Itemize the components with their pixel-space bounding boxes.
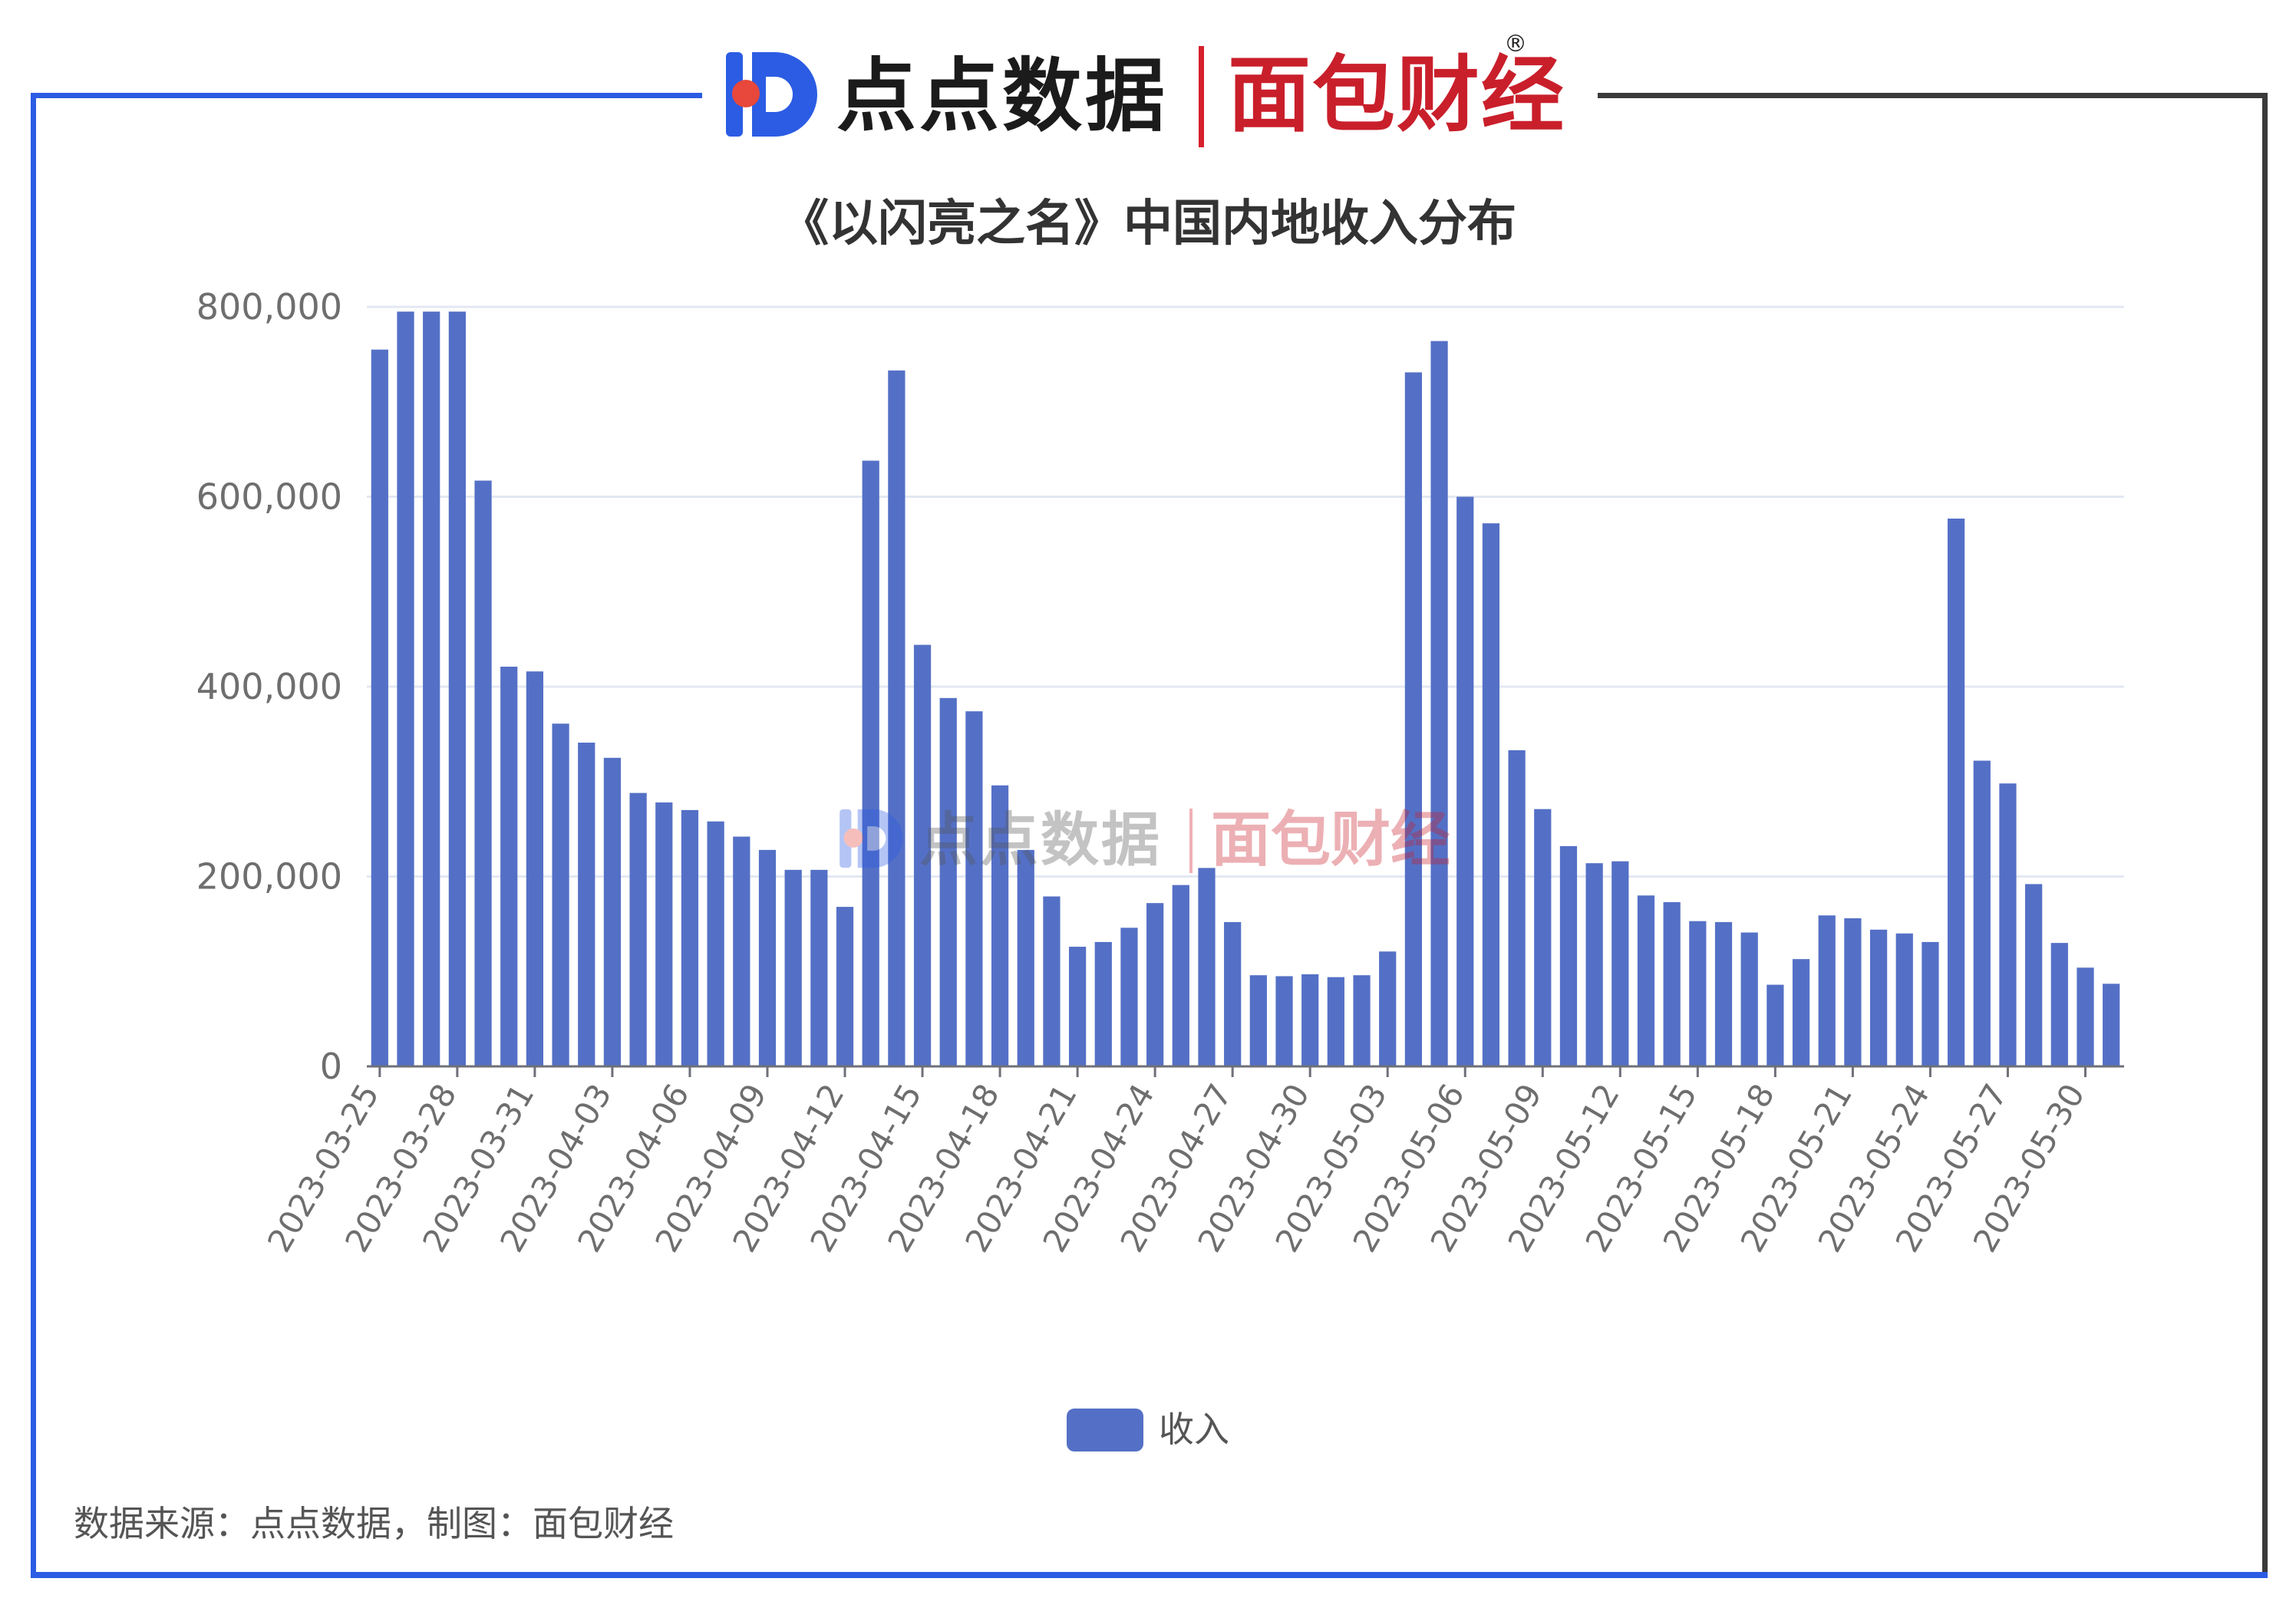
- bar[interactable]: [1792, 959, 1810, 1066]
- mianbao-logo-text: 面包财经: [1228, 48, 1566, 143]
- bar[interactable]: [526, 671, 544, 1066]
- source-note: 数据来源：点点数据，制图：面包财经: [74, 1503, 674, 1544]
- diandian-logo-text: 点点数据: [836, 49, 1169, 143]
- diandian-logo-icon: [726, 52, 817, 137]
- bar[interactable]: [1430, 341, 1448, 1066]
- bar[interactable]: [552, 723, 569, 1066]
- bar[interactable]: [448, 311, 466, 1066]
- bar[interactable]: [1456, 496, 1474, 1067]
- bar[interactable]: [758, 849, 777, 1066]
- bar[interactable]: [913, 644, 932, 1066]
- bar[interactable]: [1379, 951, 1397, 1066]
- bar[interactable]: [810, 869, 828, 1066]
- frame-left-line: [31, 93, 36, 1577]
- bar[interactable]: [1973, 760, 1991, 1066]
- header-logos: 点点数据 面包财经 ®: [721, 31, 1581, 153]
- bar[interactable]: [397, 311, 414, 1066]
- bar[interactable]: [1301, 974, 1319, 1066]
- header-divider: [1199, 46, 1204, 147]
- bars: [371, 311, 2120, 1067]
- y-axis-ticks: 0 200,000 400,000 600,000 800,000: [196, 286, 342, 1087]
- bar[interactable]: [1999, 783, 2017, 1066]
- bar[interactable]: [1844, 918, 1862, 1066]
- bar[interactable]: [474, 480, 492, 1066]
- bar[interactable]: [1120, 928, 1138, 1066]
- legend-swatch[interactable]: [1067, 1409, 1143, 1451]
- bar[interactable]: [603, 757, 622, 1066]
- bar[interactable]: [681, 809, 699, 1066]
- bar[interactable]: [1714, 921, 1733, 1066]
- watermark-logo-icon: [840, 809, 903, 868]
- bar[interactable]: [862, 460, 879, 1066]
- bar[interactable]: [991, 785, 1009, 1066]
- bar[interactable]: [1327, 977, 1344, 1066]
- bar[interactable]: [2025, 884, 2043, 1066]
- bar[interactable]: [1534, 809, 1552, 1066]
- bar[interactable]: [1740, 932, 1758, 1066]
- watermark-left-text: 点点数据: [919, 806, 1162, 874]
- grid-lines: [367, 305, 2124, 878]
- y-tick-label: 0: [320, 1046, 342, 1087]
- bar[interactable]: [1922, 941, 1939, 1066]
- y-tick-label: 600,000: [196, 476, 342, 518]
- bar[interactable]: [1353, 975, 1371, 1066]
- bar[interactable]: [1895, 933, 1913, 1066]
- frame-right-line: [2262, 93, 2268, 1578]
- bar[interactable]: [2050, 943, 2068, 1066]
- bar[interactable]: [1818, 915, 1836, 1066]
- bar[interactable]: [1585, 863, 1603, 1066]
- bar[interactable]: [888, 370, 906, 1067]
- bar[interactable]: [423, 311, 440, 1066]
- bar[interactable]: [836, 907, 854, 1066]
- bar[interactable]: [1637, 895, 1655, 1066]
- y-tick-label: 200,000: [196, 856, 342, 898]
- bar[interactable]: [939, 697, 957, 1066]
- frame-top-right-line: [1598, 93, 2268, 98]
- bar[interactable]: [1224, 921, 1242, 1066]
- legend-label[interactable]: 收入: [1159, 1409, 1229, 1450]
- bar[interactable]: [1404, 372, 1423, 1066]
- y-tick-label: 400,000: [196, 666, 342, 707]
- bar[interactable]: [707, 821, 724, 1066]
- bar[interactable]: [1947, 518, 1965, 1066]
- bar[interactable]: [1869, 929, 1888, 1066]
- bar[interactable]: [1068, 947, 1087, 1066]
- bar[interactable]: [1482, 523, 1500, 1066]
- registered-mark: ®: [1504, 31, 1527, 58]
- watermark-divider: [1189, 809, 1193, 873]
- x-axis-ticks: 2023-03-252023-03-282023-03-312023-04-03…: [260, 1066, 2092, 1258]
- bar[interactable]: [1198, 868, 1216, 1066]
- frame-top-left-line: [31, 93, 702, 98]
- bar[interactable]: [733, 836, 750, 1066]
- bar[interactable]: [1275, 976, 1293, 1066]
- bar[interactable]: [578, 743, 595, 1066]
- bar[interactable]: [371, 349, 388, 1066]
- bar[interactable]: [500, 667, 518, 1066]
- bar[interactable]: [1249, 975, 1267, 1066]
- bar[interactable]: [1689, 921, 1707, 1066]
- y-tick-label: 800,000: [196, 286, 342, 328]
- bar[interactable]: [1172, 885, 1189, 1066]
- bar[interactable]: [1767, 984, 1784, 1066]
- frame-bottom-line: [31, 1572, 2268, 1578]
- bar[interactable]: [1146, 903, 1164, 1066]
- bar[interactable]: [2077, 967, 2094, 1066]
- chart-title: 《以闪亮之名》中国内地收入分布: [780, 196, 1516, 252]
- bar[interactable]: [1094, 941, 1112, 1066]
- bar[interactable]: [1559, 845, 1578, 1066]
- bar[interactable]: [1611, 861, 1629, 1066]
- bar[interactable]: [1663, 901, 1681, 1066]
- bar[interactable]: [1508, 750, 1526, 1066]
- bar[interactable]: [2103, 984, 2120, 1066]
- bar[interactable]: [965, 711, 983, 1066]
- bar[interactable]: [655, 802, 673, 1066]
- bar[interactable]: [1017, 849, 1034, 1066]
- bar[interactable]: [784, 869, 802, 1066]
- watermark-right-text: 面包财经: [1211, 806, 1451, 875]
- watermark: 点点数据 面包财经: [836, 798, 1466, 882]
- bar[interactable]: [1043, 896, 1061, 1066]
- bar[interactable]: [629, 792, 647, 1066]
